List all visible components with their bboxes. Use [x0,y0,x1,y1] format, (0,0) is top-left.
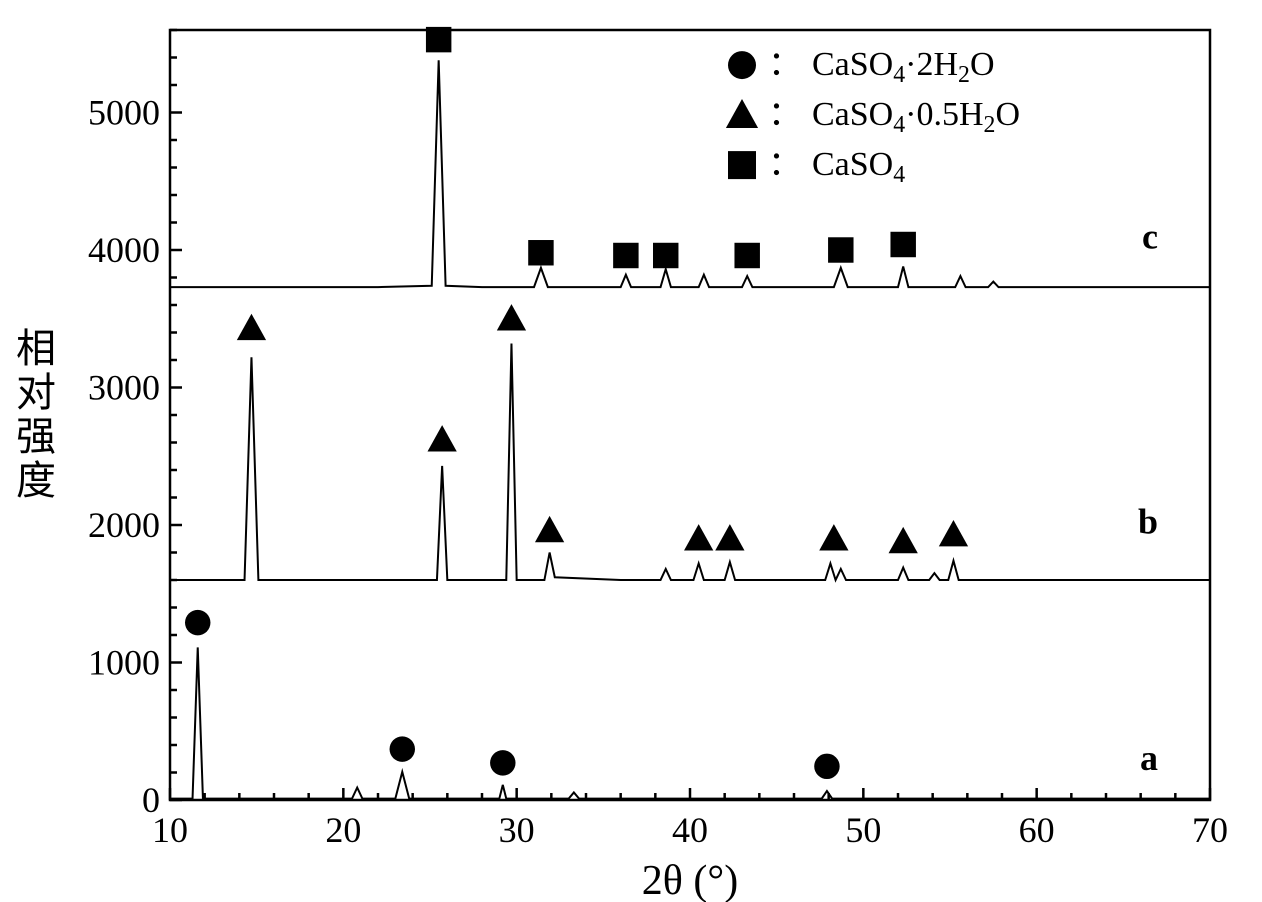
trace-label-a: a [1140,738,1158,778]
x-tick-label: 60 [1019,810,1055,850]
svg-text:：: ： [768,46,802,83]
y-tick-label: 2000 [88,505,160,545]
xrd-chart: 102030405060700100020003000400050002θ (°… [0,0,1262,902]
x-tick-label: 30 [499,810,535,850]
svg-text:：: ： [768,96,802,133]
trace-label-c: c [1142,217,1158,257]
y-axis-title: 相对强度 [6,30,66,800]
y-tick-label: 5000 [88,93,160,133]
y-tick-label: 1000 [88,643,160,683]
x-tick-label: 40 [672,810,708,850]
trace-label-b: b [1138,501,1158,541]
y-tick-label: 3000 [88,368,160,408]
y-tick-label: 0 [142,780,160,820]
svg-text:：: ： [768,146,802,183]
x-tick-label: 70 [1192,810,1228,850]
x-tick-label: 20 [325,810,361,850]
x-axis-title: 2θ (°) [642,858,738,902]
legend-item: CaSO4 [812,146,905,188]
x-tick-label: 50 [845,810,881,850]
y-tick-label: 4000 [88,230,160,270]
